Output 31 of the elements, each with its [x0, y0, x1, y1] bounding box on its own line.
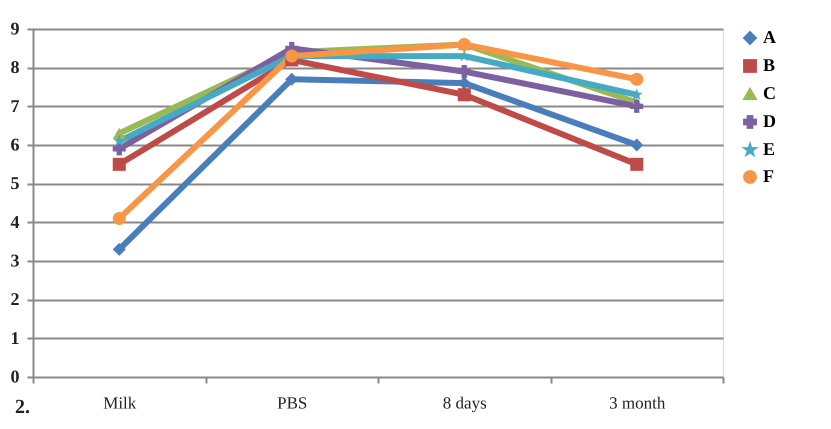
x-tick-label: PBS [277, 394, 308, 412]
legend-label: F [763, 166, 774, 186]
point [630, 158, 644, 171]
y-tick-label: 7 [10, 96, 20, 116]
x-tick-label: Milk [103, 394, 137, 412]
legend-label: D [763, 111, 776, 131]
y-tick-label: 6 [10, 134, 20, 154]
point [458, 88, 471, 102]
y-tick-label: 2 [10, 289, 20, 310]
y-tick-label: 5 [10, 173, 20, 194]
y-tick-label: 3 [10, 250, 20, 270]
legend-label: A [763, 27, 776, 47]
y-tick-label: 9 [10, 18, 20, 38]
point [630, 72, 644, 86]
legend-label: E [763, 139, 776, 159]
y-tick-label: 8 [10, 57, 20, 78]
point [112, 212, 126, 225]
point [630, 100, 644, 113]
point [458, 65, 471, 78]
point [112, 128, 126, 140]
y-tick-label: 0 [10, 366, 20, 386]
point [112, 158, 126, 171]
x-tick-label: 3 month [609, 394, 666, 412]
legend-label: B [763, 55, 776, 75]
legend-label: C [763, 83, 776, 103]
x-tick-label: 8 days [442, 394, 487, 412]
text: 2. [15, 396, 30, 418]
point [630, 138, 644, 152]
y-tick-label: 4 [10, 212, 20, 232]
point [112, 242, 126, 256]
y-tick-label: 1 [10, 328, 20, 348]
